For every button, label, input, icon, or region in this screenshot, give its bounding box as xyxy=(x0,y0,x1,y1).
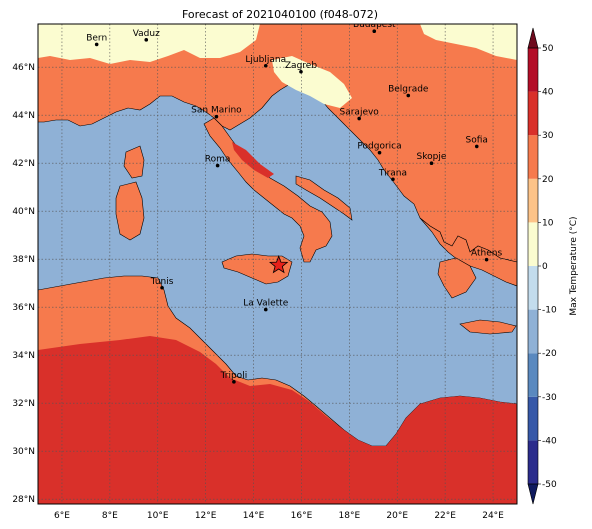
city-dot xyxy=(391,177,395,182)
colorbar-bin xyxy=(528,396,538,441)
x-tick-label: 16°E xyxy=(291,511,313,521)
city-label: Tripoli xyxy=(220,371,248,381)
city-label: La Valette xyxy=(243,299,288,309)
y-tick-label: 44°N xyxy=(12,111,35,121)
y-tick-label: 32°N xyxy=(12,399,35,409)
city-dot xyxy=(232,380,236,384)
colorbar-tick-label: -10 xyxy=(542,306,557,316)
city-label: Vaduz xyxy=(133,29,160,39)
colorbar-under-arrow xyxy=(527,483,539,505)
city-label: Roma xyxy=(205,155,231,165)
colorbar-bin xyxy=(528,48,538,92)
colorbar-bin xyxy=(528,440,538,484)
city-label: Skopje xyxy=(417,152,447,162)
city-dot xyxy=(263,307,268,312)
colorbar-bin xyxy=(528,353,538,397)
x-tick-label: 10°E xyxy=(147,511,169,521)
land-peloponnese xyxy=(437,257,477,299)
city-dot xyxy=(215,163,220,168)
x-tick-label: 12°E xyxy=(195,511,217,521)
x-axis-ticks: 6°E 8°E 10°E 12°E 14°E 16°E 18°E 20°E 22°E 24°E xyxy=(54,511,504,521)
land-italy xyxy=(203,117,333,263)
y-tick-label: 40°N xyxy=(12,207,35,217)
y-tick-label: 36°N xyxy=(12,303,35,313)
x-tick-label: 6°E xyxy=(54,511,70,521)
colorbar-tick-label: -20 xyxy=(542,349,557,359)
colorbar-tick-label: 40 xyxy=(542,88,554,98)
city-label: Ljubljana xyxy=(245,55,286,65)
x-tick-label: 14°E xyxy=(243,511,265,521)
colorbar: -50 -40 -30 -20 -10 0 10 20 30 40 50 xyxy=(527,27,557,505)
city-label: Zagreb xyxy=(285,61,317,71)
star-marker xyxy=(269,255,289,274)
city-dot xyxy=(357,116,361,121)
y-tick-label: 34°N xyxy=(12,351,35,361)
hungary-cool-region xyxy=(420,24,517,60)
city-dot xyxy=(214,114,219,119)
colorbar-bin xyxy=(528,222,538,266)
colorbar-bin xyxy=(528,178,538,223)
city-label: Tunis xyxy=(150,277,174,287)
balkan-cool-region xyxy=(272,56,352,108)
city-dot xyxy=(299,69,303,74)
city-dot xyxy=(94,42,99,47)
x-tick-label: 24°E xyxy=(482,511,504,521)
city-label: Bern xyxy=(86,33,107,43)
x-tick-label: 22°E xyxy=(434,511,456,521)
land-apulia xyxy=(295,175,353,221)
marker-layer xyxy=(269,255,289,274)
city-dot xyxy=(144,38,149,42)
y-tick-label: 46°N xyxy=(12,63,35,73)
city-dot xyxy=(484,257,489,262)
land-crete xyxy=(459,319,517,335)
city-dot xyxy=(406,93,411,98)
city-label: Sofia xyxy=(466,135,488,145)
colorbar-bin xyxy=(528,91,538,136)
colorbar-bin xyxy=(528,266,538,310)
colorbar-tick-label: 50 xyxy=(542,44,554,54)
alps-cool-region xyxy=(38,24,260,64)
y-tick-label: 28°N xyxy=(12,495,35,505)
city-label: Athens xyxy=(471,249,502,259)
city-dot xyxy=(429,161,434,165)
colorbar-tick-label: -50 xyxy=(542,480,557,490)
colorbar-bin xyxy=(528,309,538,354)
city-label: Sarajevo xyxy=(340,108,380,118)
colorbar-tick-label: 10 xyxy=(542,218,554,228)
city-dot xyxy=(263,63,268,68)
colorbar-tick-label: -40 xyxy=(542,436,557,446)
y-tick-label: 42°N xyxy=(12,159,35,169)
city-label: San Marino xyxy=(191,106,242,116)
city-dot xyxy=(377,150,382,155)
italy-hot-region xyxy=(232,142,274,178)
colorbar-tick-label: 30 xyxy=(542,131,554,141)
x-tick-label: 20°E xyxy=(386,511,408,521)
colorbar-tick-label: 0 xyxy=(542,262,548,272)
city-label: Belgrade xyxy=(388,85,429,95)
city-label: Podgorica xyxy=(357,142,401,152)
y-axis-ticks: 28°N 30°N 32°N 34°N 36°N 38°N 40°N 42°N 44°N 46°N xyxy=(12,63,35,505)
land-sicily xyxy=(221,253,293,285)
colorbar-tick-label: 20 xyxy=(542,175,554,185)
city-label: Budapest xyxy=(353,20,396,30)
city-dot xyxy=(160,285,164,290)
city-dot xyxy=(474,144,479,149)
colorbar-over-arrow xyxy=(527,27,539,49)
city-label: Tirana xyxy=(378,168,407,178)
figure-title: Forecast of 2021040100 (f048-072) xyxy=(182,8,378,21)
x-tick-label: 18°E xyxy=(339,511,361,521)
x-tick-label: 8°E xyxy=(102,511,118,521)
colorbar-bin xyxy=(528,135,538,179)
city-dot xyxy=(372,29,377,33)
colorbar-label: Max Temperature (°C) xyxy=(569,216,579,315)
y-tick-label: 30°N xyxy=(12,447,35,457)
land-corsica xyxy=(123,145,145,179)
map-frame xyxy=(37,23,518,505)
y-tick-label: 38°N xyxy=(12,255,35,265)
colorbar-tick-label: -30 xyxy=(542,393,557,403)
